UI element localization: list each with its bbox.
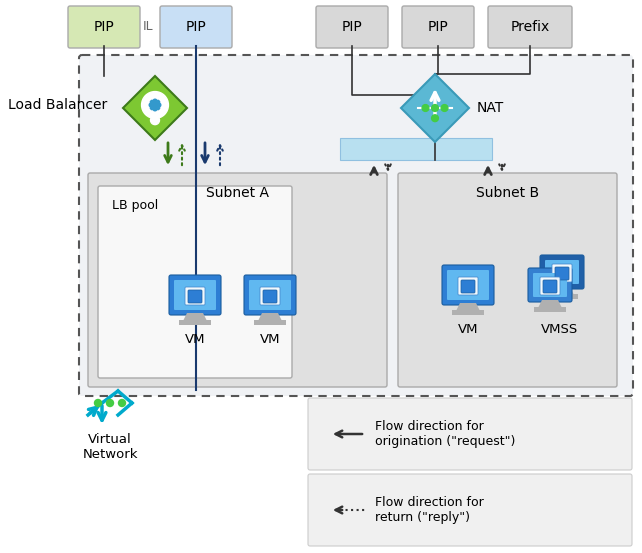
FancyBboxPatch shape — [488, 6, 572, 48]
FancyBboxPatch shape — [528, 268, 572, 302]
FancyBboxPatch shape — [188, 290, 202, 303]
Bar — [254, 320, 286, 325]
FancyBboxPatch shape — [185, 287, 205, 305]
FancyBboxPatch shape — [540, 277, 560, 295]
Circle shape — [431, 115, 438, 122]
Text: LB pool: LB pool — [112, 200, 158, 212]
FancyBboxPatch shape — [461, 280, 475, 293]
FancyBboxPatch shape — [308, 398, 632, 470]
FancyBboxPatch shape — [402, 6, 474, 48]
Text: VM: VM — [185, 333, 205, 346]
Circle shape — [422, 105, 429, 111]
Text: Flow direction for
return ("reply"): Flow direction for return ("reply") — [375, 496, 484, 524]
FancyBboxPatch shape — [169, 275, 221, 315]
FancyBboxPatch shape — [540, 255, 584, 289]
FancyBboxPatch shape — [316, 6, 388, 48]
Text: VM: VM — [260, 333, 281, 346]
Text: PIP: PIP — [186, 20, 206, 34]
Bar — [546, 294, 578, 299]
FancyBboxPatch shape — [260, 287, 280, 305]
Text: Flow direction for
origination ("request"): Flow direction for origination ("request… — [375, 420, 516, 448]
FancyBboxPatch shape — [88, 173, 387, 387]
FancyBboxPatch shape — [545, 260, 579, 284]
Text: Subnet A: Subnet A — [206, 186, 269, 200]
FancyBboxPatch shape — [263, 290, 277, 303]
Circle shape — [119, 399, 125, 406]
Bar — [340, 138, 492, 160]
FancyBboxPatch shape — [447, 270, 489, 300]
FancyBboxPatch shape — [98, 186, 292, 378]
FancyBboxPatch shape — [458, 277, 478, 295]
Polygon shape — [401, 74, 469, 142]
FancyBboxPatch shape — [442, 265, 494, 305]
Text: Subnet B: Subnet B — [476, 186, 539, 200]
FancyBboxPatch shape — [68, 6, 140, 48]
FancyBboxPatch shape — [555, 267, 569, 280]
FancyBboxPatch shape — [174, 280, 216, 310]
Circle shape — [441, 105, 448, 111]
Polygon shape — [183, 313, 207, 321]
FancyBboxPatch shape — [533, 273, 567, 297]
FancyBboxPatch shape — [249, 280, 291, 310]
Text: VMSS: VMSS — [541, 323, 578, 336]
Circle shape — [150, 116, 159, 124]
Polygon shape — [550, 287, 574, 295]
FancyBboxPatch shape — [398, 173, 617, 387]
Circle shape — [431, 105, 438, 111]
Bar — [179, 320, 211, 325]
Text: Load Balancer: Load Balancer — [8, 98, 107, 112]
FancyBboxPatch shape — [160, 6, 232, 48]
Text: PIP: PIP — [94, 20, 114, 34]
Bar — [534, 307, 566, 312]
Circle shape — [141, 92, 168, 118]
Text: Virtual
Network: Virtual Network — [82, 433, 138, 461]
Circle shape — [149, 99, 160, 111]
FancyBboxPatch shape — [552, 264, 572, 282]
Bar — [452, 310, 484, 315]
FancyBboxPatch shape — [244, 275, 296, 315]
Text: Prefix: Prefix — [510, 20, 550, 34]
FancyBboxPatch shape — [79, 55, 633, 396]
Text: VM: VM — [458, 323, 478, 336]
Polygon shape — [456, 303, 480, 311]
Circle shape — [107, 399, 114, 406]
Text: IL: IL — [143, 20, 153, 34]
FancyBboxPatch shape — [543, 280, 557, 293]
Polygon shape — [123, 76, 187, 140]
Polygon shape — [538, 300, 562, 308]
Text: PIP: PIP — [342, 20, 362, 34]
Polygon shape — [258, 313, 282, 321]
Text: NAT: NAT — [477, 101, 504, 115]
Circle shape — [94, 399, 101, 406]
Text: PIP: PIP — [428, 20, 448, 34]
FancyBboxPatch shape — [308, 474, 632, 546]
